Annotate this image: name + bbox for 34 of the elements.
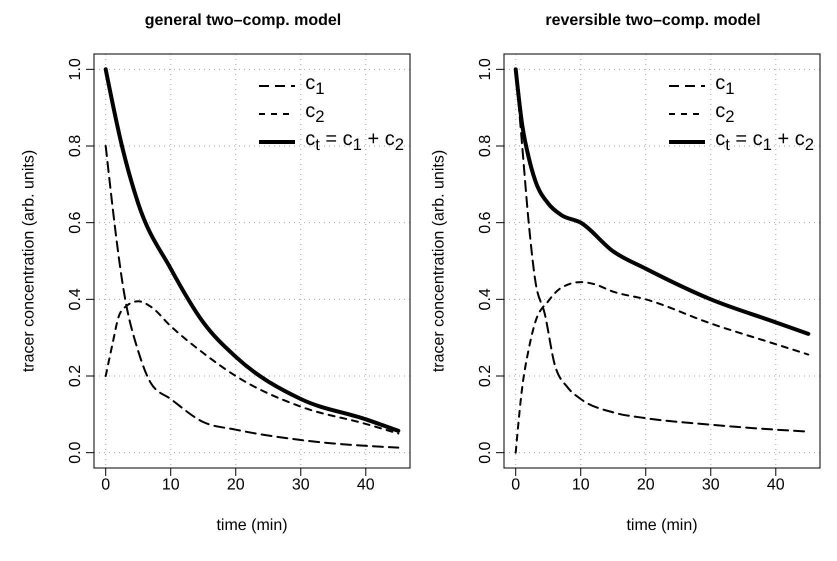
x-tick-label: 30 xyxy=(702,476,720,494)
x-tick-label: 40 xyxy=(356,476,375,494)
legend-label: c$_{2}$ xyxy=(305,100,324,128)
y-tick-label: 0.2 xyxy=(477,364,494,388)
y-tick-label: 0.4 xyxy=(67,288,84,310)
y-tick-label: 0.4 xyxy=(477,288,494,310)
y-tick-label: 0.8 xyxy=(477,134,494,158)
x-axis-title: time (min) xyxy=(626,517,698,534)
y-tick-label: 0.0 xyxy=(67,441,84,464)
x-tick-label: 0 xyxy=(101,476,110,494)
chart-title: general two–comp. model xyxy=(144,12,342,30)
y-axis-title: tracer concentration (arb. units) xyxy=(20,150,38,372)
y-tick-label: 0.8 xyxy=(67,134,84,158)
y-tick-label: 0.6 xyxy=(477,211,494,234)
legend-label: c$_{1}$ xyxy=(715,72,734,100)
x-tick-label: 20 xyxy=(226,476,245,494)
legend-label: c$_{1}$ xyxy=(305,72,324,100)
y-tick-label: 0.6 xyxy=(67,211,84,234)
x-tick-label: 30 xyxy=(292,476,310,494)
legend-label: c$_{t}$ = c$_{1}$ + c$_{2}$ xyxy=(715,128,814,156)
y-axis-title: tracer concentration (arb. units) xyxy=(430,150,448,372)
y-tick-label: 0.2 xyxy=(67,364,84,388)
x-tick-label: 10 xyxy=(162,476,180,494)
y-tick-label: 0.0 xyxy=(477,441,494,464)
x-tick-label: 10 xyxy=(572,476,590,494)
legend-label: c$_{2}$ xyxy=(715,100,734,128)
legend-label: c$_{t}$ = c$_{1}$ + c$_{2}$ xyxy=(305,128,404,156)
x-axis-title: time (min) xyxy=(216,517,288,534)
x-tick-label: 40 xyxy=(766,476,785,494)
y-tick-label: 1.0 xyxy=(67,58,84,80)
x-tick-label: 20 xyxy=(636,476,655,494)
x-tick-label: 0 xyxy=(511,476,520,494)
y-tick-label: 1.0 xyxy=(477,58,494,80)
chart-title: reversible two–comp. model xyxy=(544,12,762,30)
